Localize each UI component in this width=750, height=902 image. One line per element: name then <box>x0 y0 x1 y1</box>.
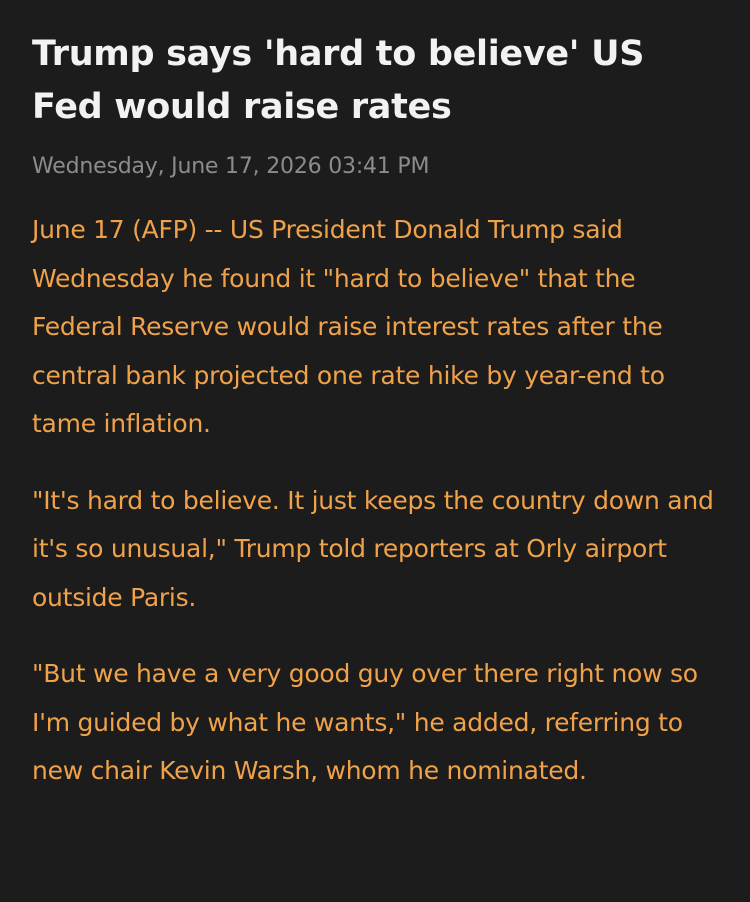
article-paragraph: "But we have a very good guy over there … <box>32 659 698 785</box>
article-paragraph: "It's hard to believe. It just keeps the… <box>32 485 714 612</box>
article-paragraph: June 17 (AFP) -- US President Donald Tru… <box>32 215 665 438</box>
article-headline: Trump says 'hard to believe' US Fed woul… <box>32 34 645 127</box>
article-timestamp: Wednesday, June 17, 2026 03:41 PM <box>32 154 430 179</box>
